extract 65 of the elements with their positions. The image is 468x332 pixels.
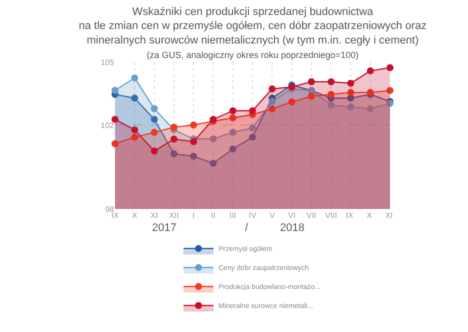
point (386, 64, 394, 72)
point (210, 160, 217, 167)
chart-title: Wskaźniki cen produkcji sprzedanej budownictwa na tle zmian cen w przemyśle ogółem, cen dóbr zaopatrzeniowych oraz mineralnych surowców niemetalicznych (w tym m.in. cegły i cement) (78, 6, 427, 47)
x-tick-label: I (192, 211, 195, 220)
point (150, 148, 158, 155)
point (229, 128, 236, 136)
point (170, 150, 178, 158)
y-tick-label: 102 (100, 120, 115, 130)
x-tick-label: IX (346, 211, 356, 220)
point (366, 67, 374, 74)
x-tick-label: XI (385, 211, 395, 220)
point (131, 134, 138, 141)
point (229, 107, 236, 114)
point (347, 103, 354, 110)
point (249, 134, 256, 141)
x-tick-label: VIII (325, 211, 338, 220)
point (347, 80, 354, 87)
x-tick-label: VI (288, 211, 296, 220)
point (268, 105, 276, 112)
point (150, 116, 158, 123)
point (328, 78, 335, 86)
point (268, 98, 276, 105)
point (328, 90, 335, 98)
point (328, 102, 335, 109)
point (190, 152, 198, 160)
point (150, 128, 158, 136)
x-tick-label: X (366, 211, 374, 220)
point (112, 140, 118, 148)
point (131, 74, 138, 82)
x-tick-label: III (230, 211, 236, 220)
point (131, 94, 138, 102)
x-tick-label: IV (248, 211, 257, 220)
point (112, 86, 118, 94)
point (229, 114, 236, 122)
y-tick-label: 105 (100, 58, 115, 67)
point (268, 85, 276, 92)
point (229, 145, 236, 152)
point (210, 135, 217, 142)
point (386, 87, 394, 94)
x-tick-label: XI (150, 211, 158, 220)
point (190, 138, 198, 146)
point (308, 78, 315, 86)
point (366, 105, 374, 112)
x-tick-label: IX (111, 211, 120, 220)
x-tick-label: VII (306, 211, 316, 220)
point (347, 88, 354, 96)
point (249, 124, 256, 132)
point (131, 126, 138, 134)
text: 2018 (280, 222, 304, 234)
x-tick-label: X (132, 211, 138, 220)
point (150, 105, 158, 112)
text: 2017 (152, 222, 176, 234)
point (190, 122, 198, 128)
point (112, 116, 118, 123)
point (170, 124, 178, 131)
text: / (245, 222, 249, 234)
x-tick-label: XII (169, 211, 179, 220)
point (170, 136, 178, 143)
chart-subtitle: (za GUS, analogiczny okres roku poprzedniego=100) (146, 50, 359, 60)
point (288, 98, 296, 106)
point (249, 107, 256, 114)
x-tick-label: II (210, 211, 216, 220)
point (308, 92, 315, 100)
y-tick-label: 98 (105, 204, 115, 214)
x-tick-label: V (269, 211, 276, 220)
